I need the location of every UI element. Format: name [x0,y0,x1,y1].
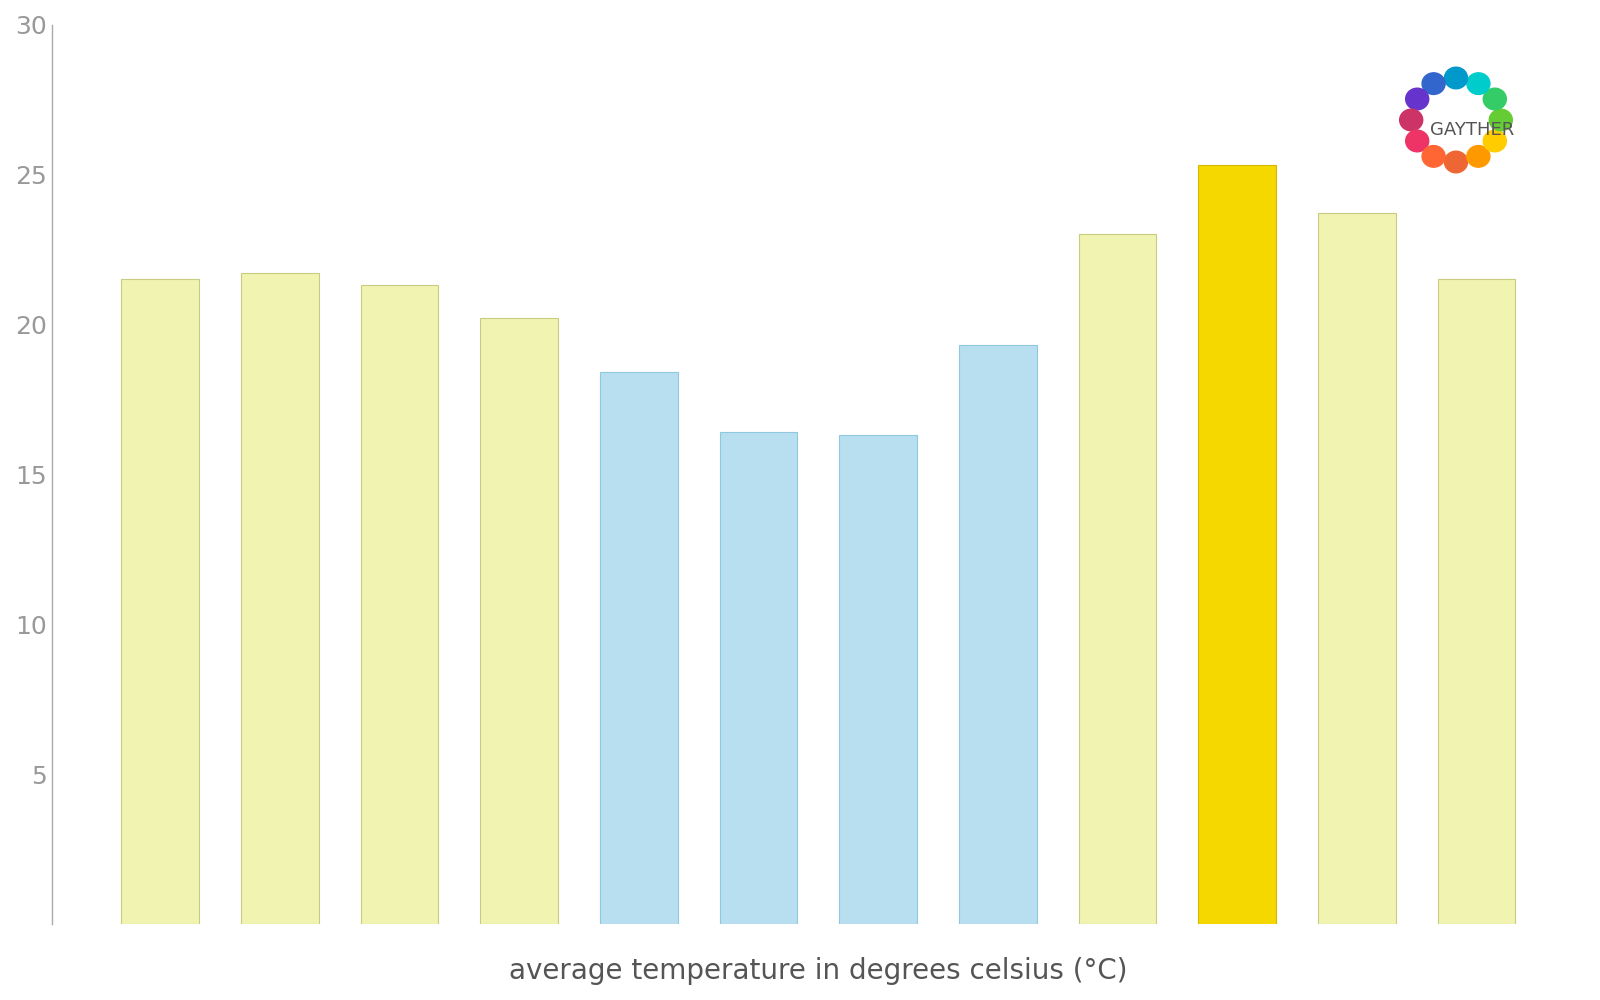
Bar [600,372,678,924]
Bar [122,279,198,924]
Bar [480,318,558,924]
Bar [958,345,1037,924]
Bar [1198,165,1277,924]
Bar [840,435,917,924]
Bar [1078,234,1157,924]
Circle shape [1422,73,1445,94]
Bar [1437,279,1515,924]
Circle shape [1445,151,1467,173]
Circle shape [1490,109,1512,131]
Bar [242,273,318,924]
Circle shape [1467,146,1490,167]
X-axis label: average temperature in degrees celsius (°C): average temperature in degrees celsius (… [509,957,1128,985]
Circle shape [1483,130,1506,152]
Circle shape [1467,73,1490,94]
Circle shape [1422,146,1445,167]
Circle shape [1483,88,1506,110]
Bar [720,432,797,924]
Text: GAYTHER: GAYTHER [1430,121,1514,139]
Circle shape [1445,67,1467,89]
Circle shape [1400,109,1422,131]
Bar [1318,213,1395,924]
Bar [360,285,438,924]
Circle shape [1406,88,1429,110]
Circle shape [1406,130,1429,152]
